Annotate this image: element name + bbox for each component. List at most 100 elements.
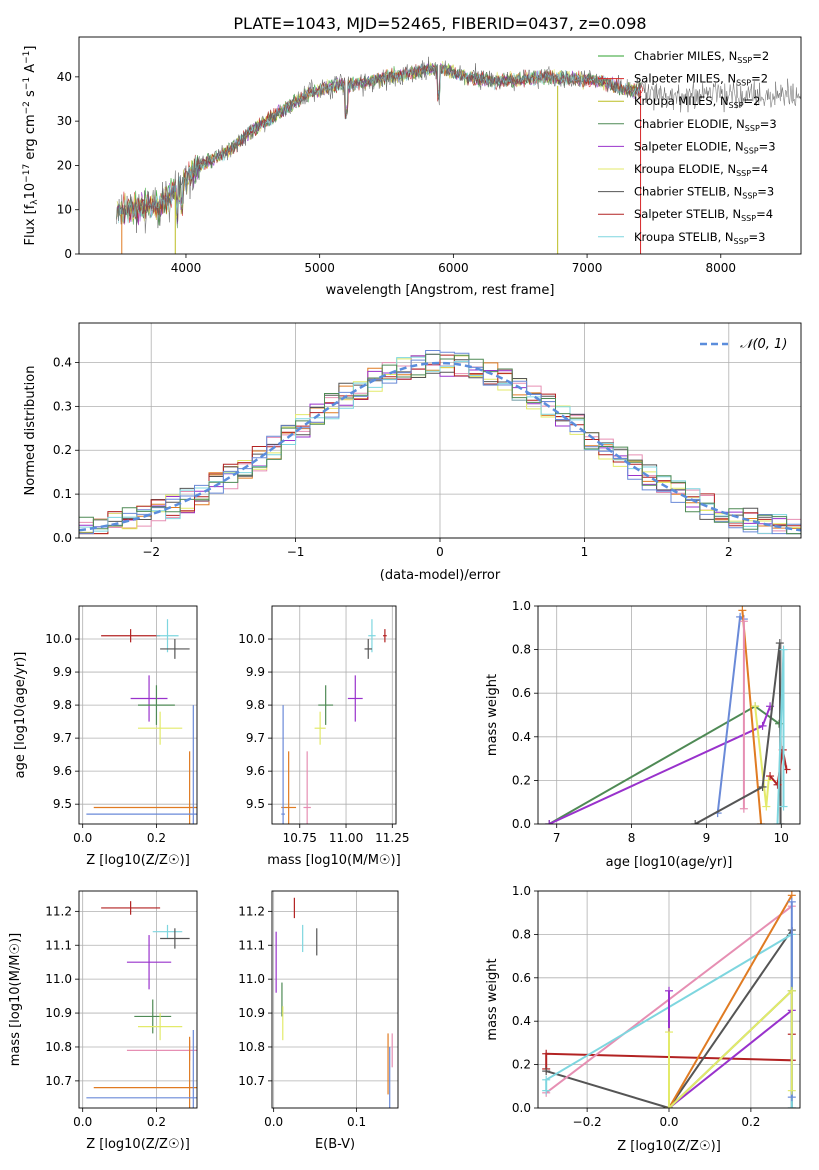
y-tick-label: 10.7 (45, 1074, 72, 1088)
x-tick-label: 7 (553, 831, 561, 845)
mass-weight-vs-age-panel: 7 8 9 10 0.0 0.2 0.4 0.6 0.8 1.0 age [log10(age/yr… (485, 599, 801, 870)
x-tick-label: 8 (628, 831, 636, 845)
x-tick-label: 7000 (572, 261, 603, 275)
spectrum-model-line (116, 62, 641, 226)
x-tick-label: 5000 (304, 261, 335, 275)
y-tick-label: 10.9 (238, 1006, 265, 1020)
x-tick-label: 0 (436, 545, 444, 559)
axes-frame (78, 605, 198, 825)
x-tick-label: 0.2 (147, 831, 166, 845)
y-tick-label: 0.0 (53, 531, 72, 545)
spectrum-data-line (116, 56, 801, 234)
histogram-step (79, 353, 801, 535)
x-tick-label: 10.75 (283, 831, 317, 845)
y-tick-label: 0.6 (512, 686, 531, 700)
y-tick-label: 9.6 (53, 764, 72, 778)
y-tick-label: 0.4 (53, 355, 72, 369)
weight-line (548, 705, 772, 824)
y-axis-label: mass [log10(M/M☉)] (8, 933, 23, 1066)
mass-weight-vs-metallicity-panel: −0.2 0.0 0.2 0.0 0.2 0.4 0.6 0.8 1.0 Z [log10(Z/Z… (485, 884, 801, 1154)
y-tick-label: 9.8 (246, 698, 265, 712)
age-vs-mass-panel: 10.75 11.00 11.25 9.5 9.6 9.7 9.8 9.9 10.0 mass [… (238, 605, 409, 868)
y-tick-label: 10 (57, 203, 72, 217)
y-tick-label: 0.8 (512, 643, 531, 657)
y-tick-label: 11.1 (238, 938, 265, 952)
y-tick-label: 10.8 (45, 1040, 72, 1054)
axes-frame (537, 890, 801, 1109)
y-axis-label: Normed distribution (23, 366, 38, 496)
y-tick-label: 0.0 (512, 1101, 531, 1115)
legend-label: Salpeter MILES, NSSP=2 (634, 72, 768, 88)
x-tick-label: 4000 (171, 261, 202, 275)
histogram-step (79, 350, 801, 535)
x-tick-label: 1 (581, 545, 589, 559)
legend: Chabrier MILES, NSSP=2 Salpeter MILES, NS… (598, 49, 777, 246)
x-axis-label: age [log10(age/yr)] (606, 855, 733, 870)
y-tick-label: 40 (57, 70, 72, 84)
x-tick-label: 9 (703, 831, 711, 845)
histogram-step (79, 356, 801, 535)
spectrum-panel: 4000 5000 6000 7000 8000 0 10 20 30 40 wavelength … (22, 36, 802, 298)
residual-histogram-panel: −2 −1 0 1 2 0.0 0.1 0.2 0.3 0.4 (data-model)/error… (23, 322, 802, 583)
x-axis-label: Z [log10(Z/Z☉)] (86, 1137, 190, 1152)
y-tick-label: 10.8 (238, 1040, 265, 1054)
plot-area (86, 901, 197, 1108)
y-tick-label: 11.2 (45, 904, 72, 918)
x-tick-label: 0.0 (73, 1115, 92, 1129)
y-tick-label: 0 (64, 247, 72, 261)
y-tick-label: 10.0 (45, 632, 72, 646)
y-tick-label: 9.5 (246, 797, 265, 811)
y-axis-label: Flux [fλ10−17 erg cm−2 s−1 A−1] (22, 46, 40, 246)
axes-frame (78, 322, 802, 539)
axes-frame (78, 36, 802, 255)
x-tick-label: 0.2 (741, 1115, 760, 1129)
y-tick-label: 30 (57, 114, 72, 128)
legend-label: Chabrier STELIB, NSSP=3 (634, 185, 774, 201)
y-tick-label: 10.0 (238, 632, 265, 646)
plot-area (86, 619, 197, 824)
legend-label: 𝒩(0, 1) (740, 337, 787, 352)
spectrum-model-line (118, 64, 644, 224)
y-tick-label: 11.2 (238, 904, 265, 918)
axes-frame (78, 890, 198, 1109)
plot-area (281, 619, 387, 824)
x-axis-label: (data-model)/error (380, 568, 501, 583)
x-tick-label: −0.2 (573, 1115, 602, 1129)
y-tick-label: 0.6 (512, 971, 531, 985)
legend-label: Chabrier ELODIE, NSSP=3 (634, 117, 777, 133)
x-tick-label: 11.25 (375, 831, 409, 845)
y-tick-label: 9.7 (246, 731, 265, 745)
y-tick-label: 0.2 (53, 443, 72, 457)
x-axis-label: mass [log10(M/M☉)] (267, 853, 400, 868)
plot-area (275, 897, 393, 1108)
plot-area (542, 891, 796, 1108)
normal-curve (79, 361, 801, 532)
y-tick-label: 9.7 (53, 731, 72, 745)
x-tick-label: 0.0 (73, 831, 92, 845)
legend-label: Kroupa ELODIE, NSSP=4 (634, 162, 768, 178)
y-tick-label: 0.4 (512, 1014, 531, 1028)
y-axis-label: mass weight (485, 674, 500, 756)
x-axis-label: wavelength [Angstrom, rest frame] (326, 283, 555, 298)
y-tick-label: 20 (57, 158, 72, 172)
legend-label: Salpeter STELIB, NSSP=4 (634, 207, 773, 223)
y-tick-label: 10.7 (238, 1074, 265, 1088)
figure-title: PLATE=1043, MJD=52465, FIBERID=0437, z=0… (233, 14, 646, 33)
mass-vs-metallicity-panel: 0.0 0.2 10.7 10.8 10.9 11.0 11.1 11.2 Z [log10(Z… (8, 890, 198, 1152)
x-tick-label: 10 (774, 831, 789, 845)
y-tick-label: 11.1 (45, 938, 72, 952)
spectrum-model-line (116, 63, 641, 229)
x-tick-label: 0.0 (659, 1115, 678, 1129)
y-tick-label: 9.9 (53, 665, 72, 679)
mass-vs-ebv-panel: 0.0 0.1 10.7 10.8 10.9 11.0 11.1 11.2 E(B-V) (238, 890, 399, 1152)
y-tick-label: 1.0 (512, 599, 531, 613)
y-tick-label: 0.3 (53, 399, 72, 413)
plot-area (116, 56, 801, 254)
legend-label: Salpeter ELODIE, NSSP=3 (634, 139, 776, 155)
y-tick-label: 9.9 (246, 665, 265, 679)
y-tick-label: 9.5 (53, 797, 72, 811)
legend-label: Kroupa STELIB, NSSP=3 (634, 230, 765, 246)
y-tick-label: 9.6 (246, 764, 265, 778)
y-tick-label: 9.8 (53, 698, 72, 712)
axes-frame (271, 605, 397, 825)
